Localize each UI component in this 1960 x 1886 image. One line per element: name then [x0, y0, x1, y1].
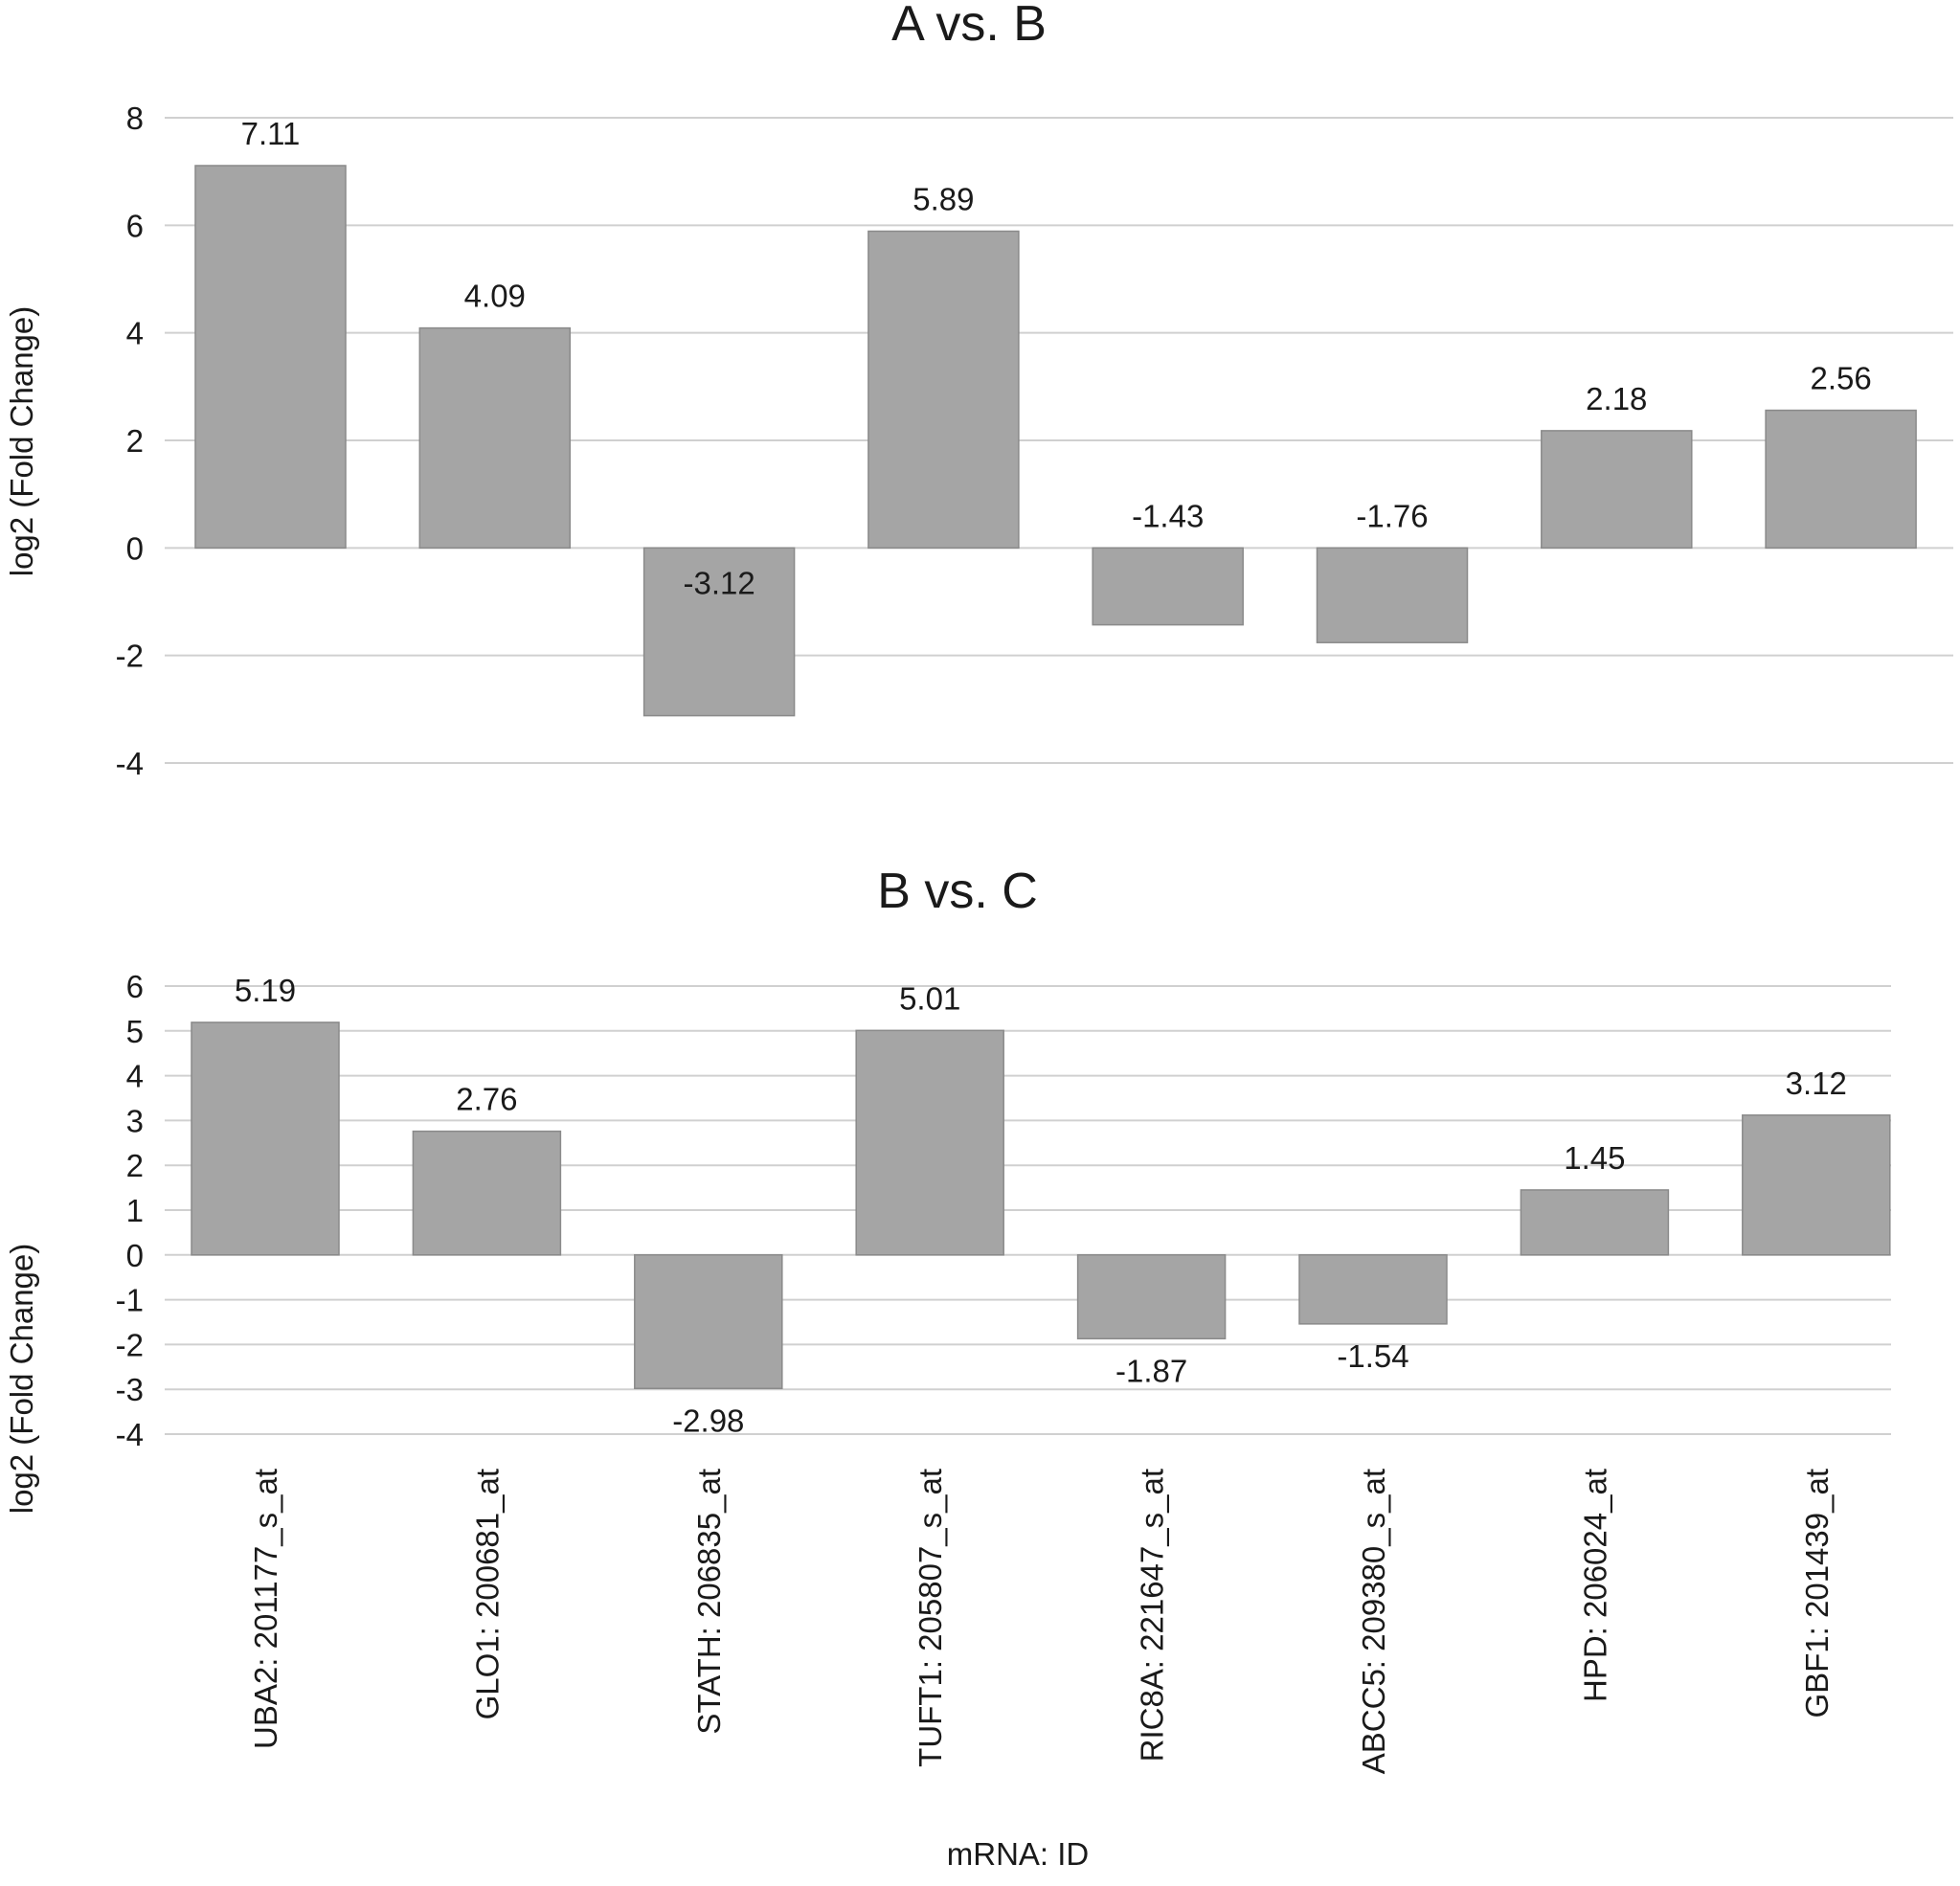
chart1-y-tick-label: 4	[126, 316, 144, 351]
chart2-x-axis-label: mRNA: ID	[947, 1836, 1090, 1872]
chart2-data-label: 3.12	[1786, 1066, 1847, 1101]
chart1-y-tick-label: 8	[126, 101, 144, 136]
chart1-data-label: 7.11	[241, 116, 301, 151]
chart1-data-label: -1.76	[1356, 498, 1428, 533]
chart2-y-tick-label: -3	[116, 1372, 144, 1407]
chart2-category-label: ABCC5: 209380_s_at	[1356, 1469, 1391, 1774]
chart1-data-label: -1.43	[1132, 498, 1204, 533]
chart1-data-label: 4.09	[464, 279, 526, 314]
chart2-data-label: 1.45	[1564, 1140, 1625, 1176]
chart2-category-label: GBF1: 201439_at	[1799, 1469, 1835, 1718]
chart1-data-label: 2.18	[1586, 381, 1647, 416]
chart2-data-label: 5.01	[899, 980, 960, 1016]
chart2-y-tick-label: 6	[126, 969, 144, 1004]
chart2-y-tick-label: -1	[116, 1283, 144, 1318]
chart1-bar	[194, 165, 347, 550]
chart2-bar	[1520, 1189, 1670, 1256]
chart2-bar	[1076, 1254, 1227, 1340]
chart1-bar	[1541, 430, 1693, 550]
chart1-bar	[1765, 409, 1917, 550]
chart2-category-label: STATH: 206835_at	[691, 1469, 727, 1735]
chart2-title: B vs. C	[877, 864, 1038, 919]
chart1-data-label: -3.12	[683, 565, 755, 600]
chart2-y-tick-label: 3	[126, 1103, 144, 1138]
chart2-category-label: GLO1: 200681_at	[469, 1469, 505, 1719]
chart1-y-tick-label: -4	[116, 746, 144, 781]
chart1-bar	[1092, 547, 1244, 626]
chart2-y-tick-label: 4	[126, 1059, 144, 1094]
chart2-data-label: 5.19	[235, 973, 296, 1008]
chart1-y-axis-label: log2 (Fold Change)	[4, 306, 39, 577]
chart2-data-label: -1.54	[1337, 1338, 1408, 1374]
chart2-category-label: TUFT1: 205807_s_at	[912, 1469, 948, 1767]
chart2-bar	[855, 1029, 1004, 1256]
chart2-category-label: RIC8A: 221647_s_at	[1135, 1469, 1170, 1762]
chart1-y-tick-label: 0	[126, 530, 144, 566]
chart2-bar	[412, 1130, 562, 1256]
chart2-bar	[191, 1022, 340, 1256]
chart1-y-tick-label: 6	[126, 208, 144, 243]
chart2-y-axis-label: log2 (Fold Change)	[4, 1244, 39, 1515]
chart2-bar	[634, 1254, 783, 1390]
chart2-category-label: UBA2: 201177_s_at	[248, 1469, 283, 1749]
chart2-y-tick-label: 2	[126, 1148, 144, 1183]
chart2-y-tick-label: 1	[126, 1193, 144, 1228]
chart2-y-tick-label: 0	[126, 1238, 144, 1273]
chart1-bar	[1316, 547, 1469, 643]
chart1-y-tick-label: 2	[126, 423, 144, 459]
chart2-y-tick-label: 5	[126, 1014, 144, 1049]
chart2-y-tick-label: -4	[116, 1417, 144, 1452]
chart1-plot: 8 6 4 2 0 -2 -4 7.11 4.09 -3.12 5.89 -1.43 -1.76 2.18…	[116, 101, 1953, 781]
chart1-data-label: 5.89	[912, 182, 974, 217]
chart1-y-tick-label: -2	[116, 639, 144, 674]
chart2-data-label: -2.98	[672, 1403, 744, 1438]
chart2-category-label: HPD: 206024_at	[1577, 1469, 1612, 1702]
chart2-y-tick-label: -2	[116, 1327, 144, 1362]
chart2-bar	[1742, 1114, 1891, 1256]
chart2-plot: 6 5 4 3 2 1 0 -1 -2 -3 -4 5.19 UBA2: 201177_s_at 2.76…	[116, 969, 1891, 1774]
chart2-data-label: -1.87	[1115, 1353, 1187, 1388]
chart1-data-label: 2.56	[1810, 361, 1871, 396]
chart1-bar	[867, 230, 1020, 550]
chart1-bar	[418, 326, 572, 550]
chart2-bar	[1298, 1254, 1448, 1325]
chart1-title: A vs. B	[891, 0, 1047, 52]
chart1-bar	[642, 547, 796, 717]
chart2-data-label: 2.76	[456, 1082, 517, 1117]
